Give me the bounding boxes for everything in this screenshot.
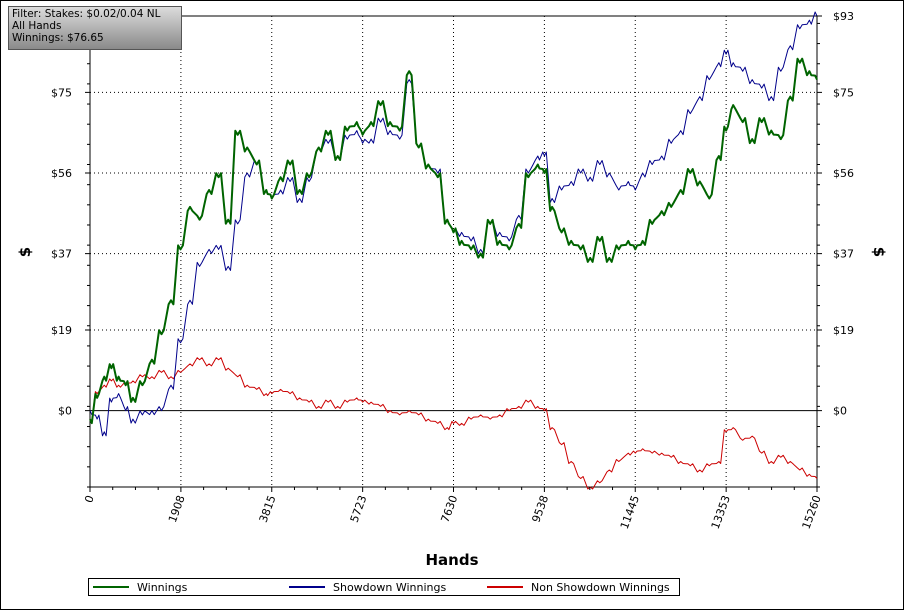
legend-label-winnings: Winnings (137, 580, 188, 594)
y-tick-label-right: $37 (833, 248, 854, 261)
x-tick-label: 9538 (529, 494, 551, 525)
filter-info-box: Filter: Stakes: $0.02/0.04 NL All Hands … (8, 6, 182, 50)
x-tick-label: 13353 (709, 494, 733, 531)
x-tick-label: 1908 (166, 494, 188, 525)
filter-winnings-text: Winnings: $76.65 (12, 32, 104, 44)
y-tick-label-right: $75 (833, 86, 854, 99)
x-axis-title: Hands (425, 551, 478, 569)
y-tick-label-left: $56 (51, 167, 72, 180)
y-axis-title-left: $ (16, 247, 34, 257)
x-tick-label: 5723 (348, 494, 370, 525)
legend-item-showdown: Showdown Winnings (289, 579, 446, 595)
grid-layer (90, 16, 817, 487)
ticks-layer: 0 1908 3815 5723 7630 9538 11445 13353 15260 $0 $0… (51, 10, 854, 531)
x-tick-label: 0 (82, 494, 97, 505)
y-tick-label-left: $75 (51, 86, 72, 99)
series-layer (89, 11, 818, 490)
x-tick-label: 15260 (800, 494, 824, 531)
chart-legend: Winnings Showdown Winnings Non Showdown … (88, 578, 680, 596)
series-line-non-showdown-winnings (89, 357, 818, 490)
y-tick-label-right: $56 (833, 167, 854, 180)
legend-item-non-showdown: Non Showdown Winnings (487, 579, 670, 595)
y-tick-label-left: $0 (58, 405, 72, 418)
legend-swatch-winnings (93, 586, 129, 588)
legend-label-non-showdown: Non Showdown Winnings (531, 580, 670, 594)
y-tick-label-left: $19 (51, 324, 72, 337)
y-axis-title-right: $ (870, 247, 888, 257)
legend-item-winnings: Winnings (93, 579, 187, 595)
series-line-winnings (89, 57, 818, 425)
x-tick-label: 7630 (439, 494, 461, 525)
y-tick-label-right: $93 (833, 10, 854, 23)
legend-label-showdown: Showdown Winnings (333, 580, 447, 594)
filter-hands-text: All Hands (12, 20, 62, 32)
filter-stakes-text: Filter: Stakes: $0.02/0.04 NL (12, 8, 161, 20)
y-tick-label-right: $19 (833, 324, 854, 337)
legend-swatch-non-showdown (487, 586, 523, 588)
y-tick-label-left: $37 (51, 248, 72, 261)
x-tick-label: 3815 (257, 494, 279, 525)
y-tick-label-right: $0 (833, 405, 847, 418)
x-tick-label: 11445 (618, 494, 642, 531)
legend-swatch-showdown (289, 586, 325, 588)
